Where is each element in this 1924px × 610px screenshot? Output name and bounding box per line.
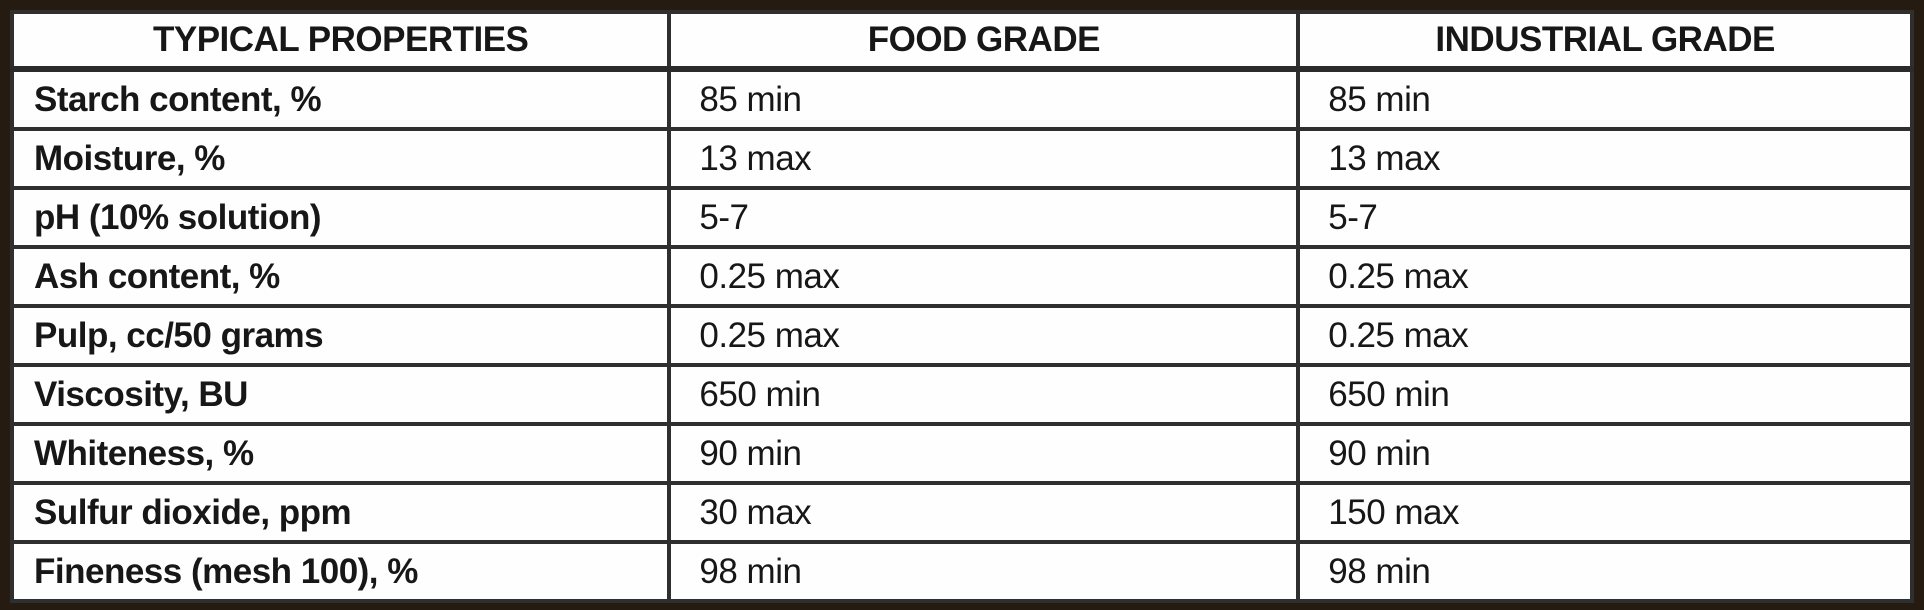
header-food-grade: FOOD GRADE xyxy=(667,10,1301,72)
table-row: Fineness (mesh 100), % 98 min 98 min xyxy=(9,540,1914,603)
property-cell: Starch content, % xyxy=(9,67,672,131)
table-row: Whiteness, % 90 min 90 min xyxy=(9,422,1914,485)
table-row: Viscosity, BU 650 min 650 min xyxy=(9,363,1914,426)
industrial-grade-cell: 90 min xyxy=(1296,422,1914,485)
table-row: Starch content, % 85 min 85 min xyxy=(9,67,1914,131)
food-grade-cell: 98 min xyxy=(667,540,1301,603)
industrial-grade-cell: 5-7 xyxy=(1296,186,1914,249)
property-cell: Whiteness, % xyxy=(9,422,672,485)
food-grade-cell: 13 max xyxy=(667,127,1301,190)
food-grade-cell: 85 min xyxy=(667,67,1301,131)
food-grade-cell: 5-7 xyxy=(667,186,1301,249)
industrial-grade-cell: 13 max xyxy=(1296,127,1914,190)
food-grade-cell: 0.25 max xyxy=(667,304,1301,367)
table-row: pH (10% solution) 5-7 5-7 xyxy=(9,186,1914,249)
food-grade-cell: 30 max xyxy=(667,481,1301,544)
property-cell: Sulfur dioxide, ppm xyxy=(9,481,672,544)
table-row: Moisture, % 13 max 13 max xyxy=(9,127,1914,190)
industrial-grade-cell: 0.25 max xyxy=(1296,304,1914,367)
food-grade-cell: 90 min xyxy=(667,422,1301,485)
header-industrial-grade: INDUSTRIAL GRADE xyxy=(1296,10,1914,72)
property-cell: Pulp, cc/50 grams xyxy=(9,304,672,367)
property-cell: Moisture, % xyxy=(9,127,672,190)
industrial-grade-cell: 0.25 max xyxy=(1296,245,1914,308)
food-grade-cell: 0.25 max xyxy=(667,245,1301,308)
property-cell: Ash content, % xyxy=(9,245,672,308)
table-row: Sulfur dioxide, ppm 30 max 150 max xyxy=(9,481,1914,544)
property-cell: Viscosity, BU xyxy=(9,363,672,426)
industrial-grade-cell: 85 min xyxy=(1296,67,1914,131)
header-row: TYPICAL PROPERTIES FOOD GRADE INDUSTRIAL… xyxy=(9,10,1914,72)
food-grade-cell: 650 min xyxy=(667,363,1301,426)
industrial-grade-cell: 150 max xyxy=(1296,481,1914,544)
typical-properties-table: TYPICAL PROPERTIES FOOD GRADE INDUSTRIAL… xyxy=(9,10,1914,603)
property-cell: pH (10% solution) xyxy=(9,186,672,249)
property-cell: Fineness (mesh 100), % xyxy=(9,540,672,603)
header-typical-properties: TYPICAL PROPERTIES xyxy=(9,10,672,72)
table-row: Pulp, cc/50 grams 0.25 max 0.25 max xyxy=(9,304,1914,367)
industrial-grade-cell: 98 min xyxy=(1296,540,1914,603)
industrial-grade-cell: 650 min xyxy=(1296,363,1914,426)
table-row: Ash content, % 0.25 max 0.25 max xyxy=(9,245,1914,308)
